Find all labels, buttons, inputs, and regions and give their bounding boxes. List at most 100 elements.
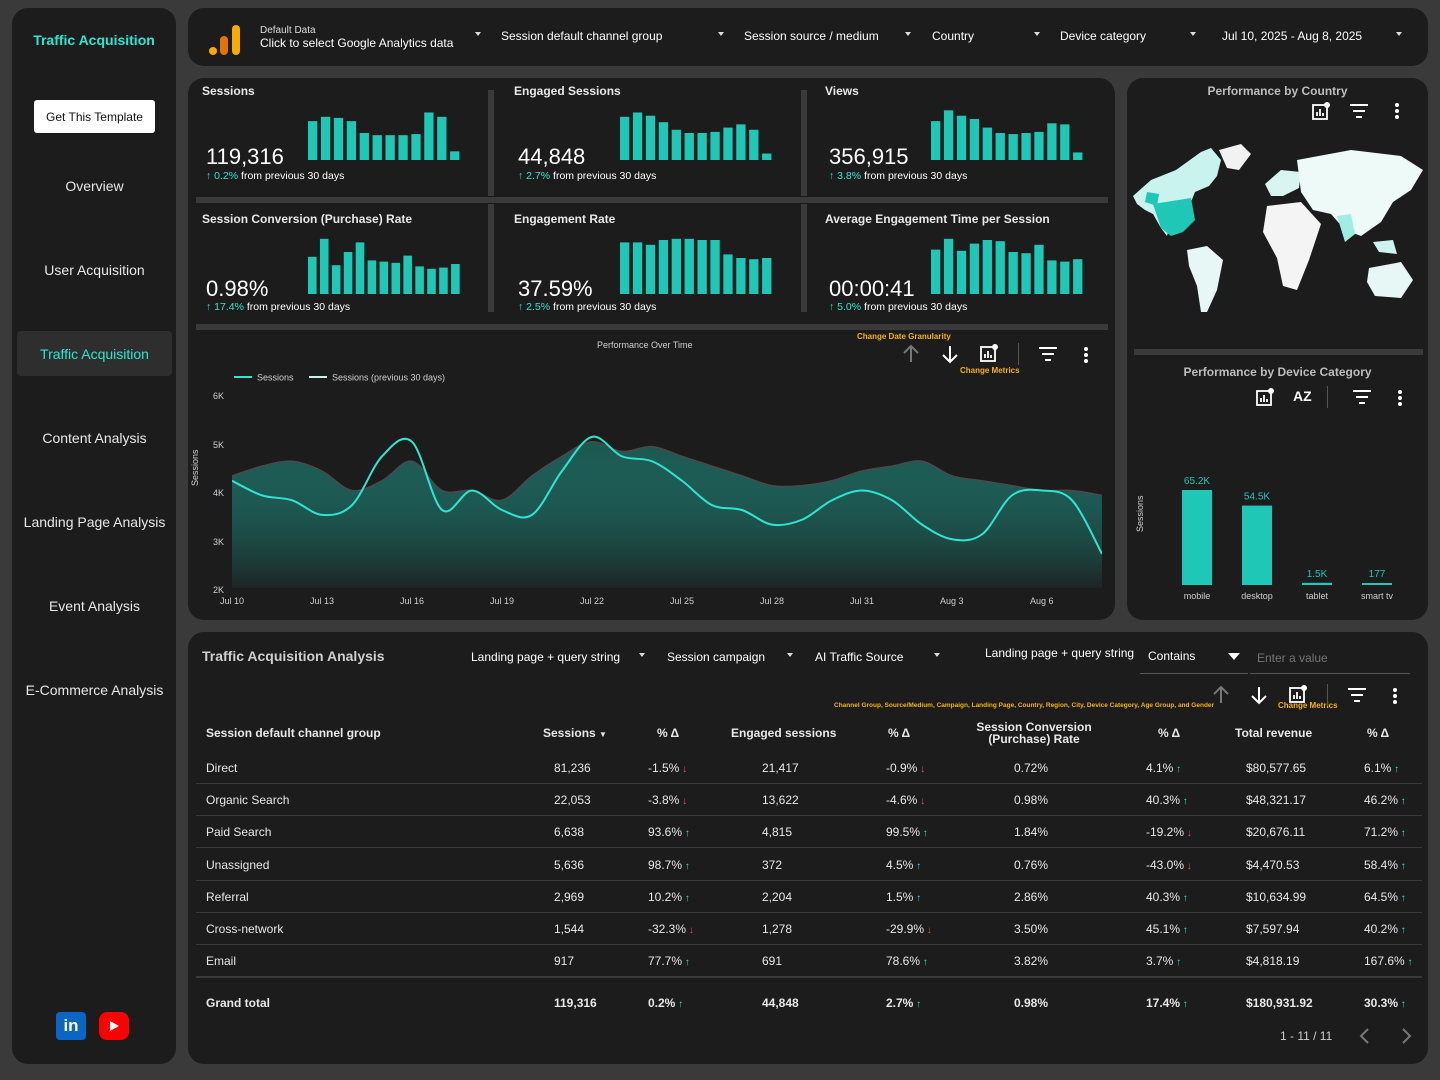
nav-traffic-acquisition[interactable]: Traffic Acquisition (17, 331, 172, 376)
table-cell: 4,815 (762, 825, 792, 839)
chevron-down-icon[interactable] (787, 653, 793, 657)
chevron-down-icon[interactable] (475, 32, 481, 36)
table-cell: 1,278 (762, 922, 792, 936)
col-header-conversion-rate[interactable]: Session Conversion (Purchase) Rate (976, 720, 1092, 746)
drill-up-icon[interactable] (902, 344, 920, 364)
filter-landing-page[interactable]: Landing page + query string (471, 650, 621, 664)
filter-source-medium[interactable]: Session source / medium (744, 29, 879, 43)
cell-value: 58.4% (1364, 857, 1399, 872)
change-metrics-icon[interactable] (1255, 387, 1275, 407)
drill-down-icon[interactable] (941, 344, 959, 364)
col-header-engaged-delta[interactable]: % Δ (888, 726, 911, 740)
chevron-down-icon[interactable] (1034, 32, 1040, 36)
col-header-sessions[interactable]: Sessions ▼ (543, 726, 607, 740)
table-row[interactable]: Direct 81,236 -1.5% ↓ 21,417 -0.9% ↓ 0.72% 4.1… (196, 752, 1422, 784)
kpi-bar (995, 241, 1005, 294)
col-header-conversion-delta[interactable]: % Δ (1158, 726, 1181, 740)
chevron-down-icon[interactable] (639, 653, 645, 657)
kpi-delta-pct: 5.0% (837, 301, 862, 313)
device-bar[interactable] (1182, 490, 1212, 585)
chevron-down-icon[interactable] (1396, 32, 1402, 36)
europe-shape (1265, 170, 1301, 196)
device-bar[interactable] (1242, 505, 1272, 585)
table-row[interactable]: Email 917 77.7% ↑ 691 78.6% ↑ 3.82% 3.7% ↑ $4,8… (196, 945, 1422, 978)
y-tick: 2K (213, 585, 225, 595)
table-row[interactable]: Cross-network 1,544 -32.3% ↓ 1,278 -29.9% ↓ 3… (196, 913, 1422, 945)
table-cell: $20,676.11 (1246, 825, 1305, 839)
filter-country[interactable]: Country (932, 29, 975, 43)
filter-value-input[interactable] (1250, 642, 1410, 674)
change-metrics-icon[interactable] (979, 343, 999, 363)
chevron-down-icon[interactable] (1190, 32, 1196, 36)
drill-down-icon[interactable] (1250, 685, 1268, 705)
change-metrics-icon[interactable] (1311, 101, 1331, 121)
table-row[interactable]: Organic Search 22,053 -3.8% ↓ 13,622 -4.6% ↓… (196, 784, 1422, 817)
cell-value: -3.8% (648, 793, 680, 808)
sort-az-icon[interactable]: AZ (1293, 388, 1312, 404)
more-options-icon[interactable] (1391, 102, 1403, 120)
filter-ai-traffic-source[interactable]: AI Traffic Source (815, 650, 904, 664)
chart-title: Performance Over Time (597, 340, 693, 350)
table-cell: 1,544 (554, 922, 584, 936)
match-mode-select[interactable]: Contains (1140, 642, 1248, 674)
kpi-delta-pct: 2.5% (526, 301, 551, 313)
nav-event-analysis[interactable]: Event Analysis (48, 597, 141, 614)
nav-landing-page-analysis[interactable]: Landing Page Analysis (23, 513, 166, 530)
filter-icon[interactable] (1347, 687, 1367, 703)
table-row[interactable]: Referral 2,969 10.2% ↑ 2,204 1.5% ↑ 2.86% 40.3… (196, 881, 1422, 913)
kpi-bar (1008, 134, 1018, 160)
chevron-down-icon[interactable] (934, 653, 940, 657)
table-total-row[interactable]: Grand total 119,316 0.2% ↑ 44,848 2.7% ↑ 0.98… (196, 987, 1422, 1019)
next-page-icon[interactable] (1399, 1027, 1413, 1045)
get-template-button[interactable]: Get This Template (34, 100, 155, 133)
col-header-engaged-sessions[interactable]: Engaged sessions (731, 726, 837, 740)
cell-value: 40.2% (1364, 922, 1399, 936)
cell-value: Referral (206, 889, 249, 904)
filter-device-category[interactable]: Device category (1060, 29, 1147, 43)
change-metrics-icon[interactable] (1288, 684, 1308, 704)
southeast-asia-shape (1373, 240, 1397, 254)
filter-icon[interactable] (1352, 389, 1372, 405)
cell-value: 1.84% (1014, 825, 1049, 840)
data-source-selector[interactable]: Click to select Google Analytics data (260, 36, 454, 50)
more-options-icon[interactable] (1389, 687, 1401, 705)
previous-page-icon[interactable] (1358, 1027, 1372, 1045)
more-options-icon[interactable] (1080, 346, 1092, 364)
date-range-picker[interactable]: Jul 10, 2025 - Aug 8, 2025 (1222, 29, 1363, 43)
up-arrow-icon: ↑ (1398, 860, 1406, 872)
up-arrow-icon: ↑ (518, 170, 527, 182)
table-title: Traffic Acquisition Analysis (202, 648, 385, 664)
nav-content-analysis[interactable]: Content Analysis (42, 429, 147, 446)
kpi-title: Engagement Rate (514, 212, 616, 226)
youtube-icon[interactable] (99, 1012, 129, 1040)
table-cell: $7,597.94 (1246, 922, 1299, 936)
nav-ecommerce-analysis[interactable]: E-Commerce Analysis (25, 681, 164, 698)
chevron-down-icon[interactable] (718, 32, 724, 36)
device-bar[interactable] (1302, 582, 1332, 585)
more-options-icon[interactable] (1394, 389, 1406, 407)
cell-value: 0.98% (1014, 996, 1049, 1010)
filter-session-campaign[interactable]: Session campaign (667, 650, 766, 664)
cell-value: 6,638 (554, 825, 585, 840)
up-arrow-icon: ↑ (829, 301, 838, 313)
table-row[interactable]: Paid Search 6,638 93.6% ↑ 4,815 99.5% ↑ 1.84%… (196, 816, 1422, 849)
filter-icon[interactable] (1349, 103, 1369, 119)
col-header-total-revenue[interactable]: Total revenue (1235, 726, 1313, 740)
chevron-down-icon[interactable] (905, 32, 911, 36)
kpi-delta-pct: 0.2% (214, 170, 239, 182)
filter-channel-group[interactable]: Session default channel group (501, 29, 663, 43)
cell-value: 77.7% (648, 954, 683, 969)
table-row[interactable]: Unassigned 5,636 98.7% ↑ 372 4.5% ↑ 0.76% -43.… (196, 849, 1422, 881)
device-bar[interactable] (1362, 583, 1392, 585)
linkedin-icon[interactable]: in (56, 1012, 86, 1040)
drill-up-icon[interactable] (1212, 685, 1230, 705)
table-cell: 58.4% ↑ (1364, 858, 1406, 872)
col-header-channel-group[interactable]: Session default channel group (206, 726, 381, 740)
col-header-revenue-delta[interactable]: % Δ (1367, 726, 1390, 740)
col-header-sessions-delta[interactable]: % Δ (657, 726, 680, 740)
nav-user-acquisition[interactable]: User Acquisition (44, 261, 145, 278)
kpi-delta-pct: 17.4% (214, 301, 244, 313)
kpi-title: Session Conversion (Purchase) Rate (202, 212, 413, 226)
nav-overview[interactable]: Overview (65, 177, 124, 194)
filter-icon[interactable] (1038, 346, 1058, 362)
